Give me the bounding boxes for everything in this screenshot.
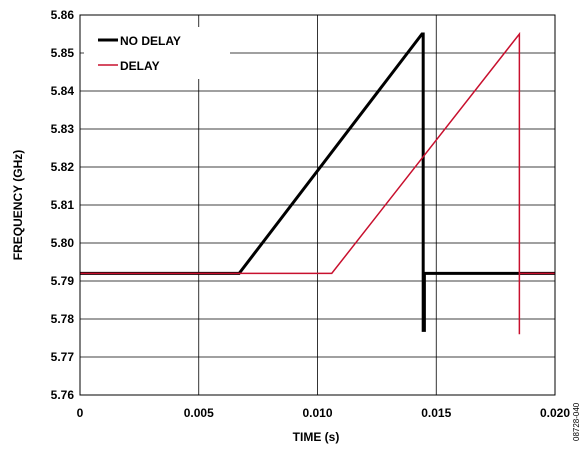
x-axis-title: TIME (s) — [293, 430, 340, 444]
y-tick-label: 5.82 — [51, 160, 75, 174]
legend-box — [84, 27, 230, 79]
y-tick-label: 5.80 — [51, 236, 75, 250]
y-axis-title: FREQUENCY (GHz) — [11, 150, 25, 260]
y-tick-label: 5.84 — [51, 84, 75, 98]
x-tick-label: 0.005 — [184, 406, 214, 420]
x-tick-label: 0.010 — [302, 406, 332, 420]
y-tick-label: 5.76 — [51, 388, 75, 402]
y-tick-label: 5.78 — [51, 312, 75, 326]
x-tick-label: 0 — [77, 406, 84, 420]
y-tick-label: 5.83 — [51, 122, 75, 136]
series-line-no-delay — [80, 32, 555, 332]
y-tick-label: 5.79 — [51, 274, 75, 288]
y-tick-label: 5.77 — [51, 350, 75, 364]
plot-frame — [79, 14, 556, 396]
figure-id: 08728-040 — [572, 402, 581, 441]
legend-label-delay: DELAY — [120, 59, 160, 73]
x-tick-labels: 0 0.005 0.010 0.015 0.020 — [77, 406, 571, 420]
y-tick-labels: 5.76 5.77 5.78 5.79 5.80 5.81 5.82 5.83 5.84 5.85… — [51, 8, 75, 402]
x-tick-label: 0.020 — [540, 406, 570, 420]
legend: NO DELAY DELAY — [84, 27, 230, 79]
series-line-delay — [80, 31, 555, 335]
series-lines — [80, 31, 555, 335]
y-tick-label: 5.85 — [51, 46, 75, 60]
y-tick-label: 5.86 — [51, 8, 75, 22]
y-tick-label: 5.81 — [51, 198, 75, 212]
legend-label-no-delay: NO DELAY — [120, 34, 181, 48]
x-tick-label: 0.015 — [421, 406, 451, 420]
